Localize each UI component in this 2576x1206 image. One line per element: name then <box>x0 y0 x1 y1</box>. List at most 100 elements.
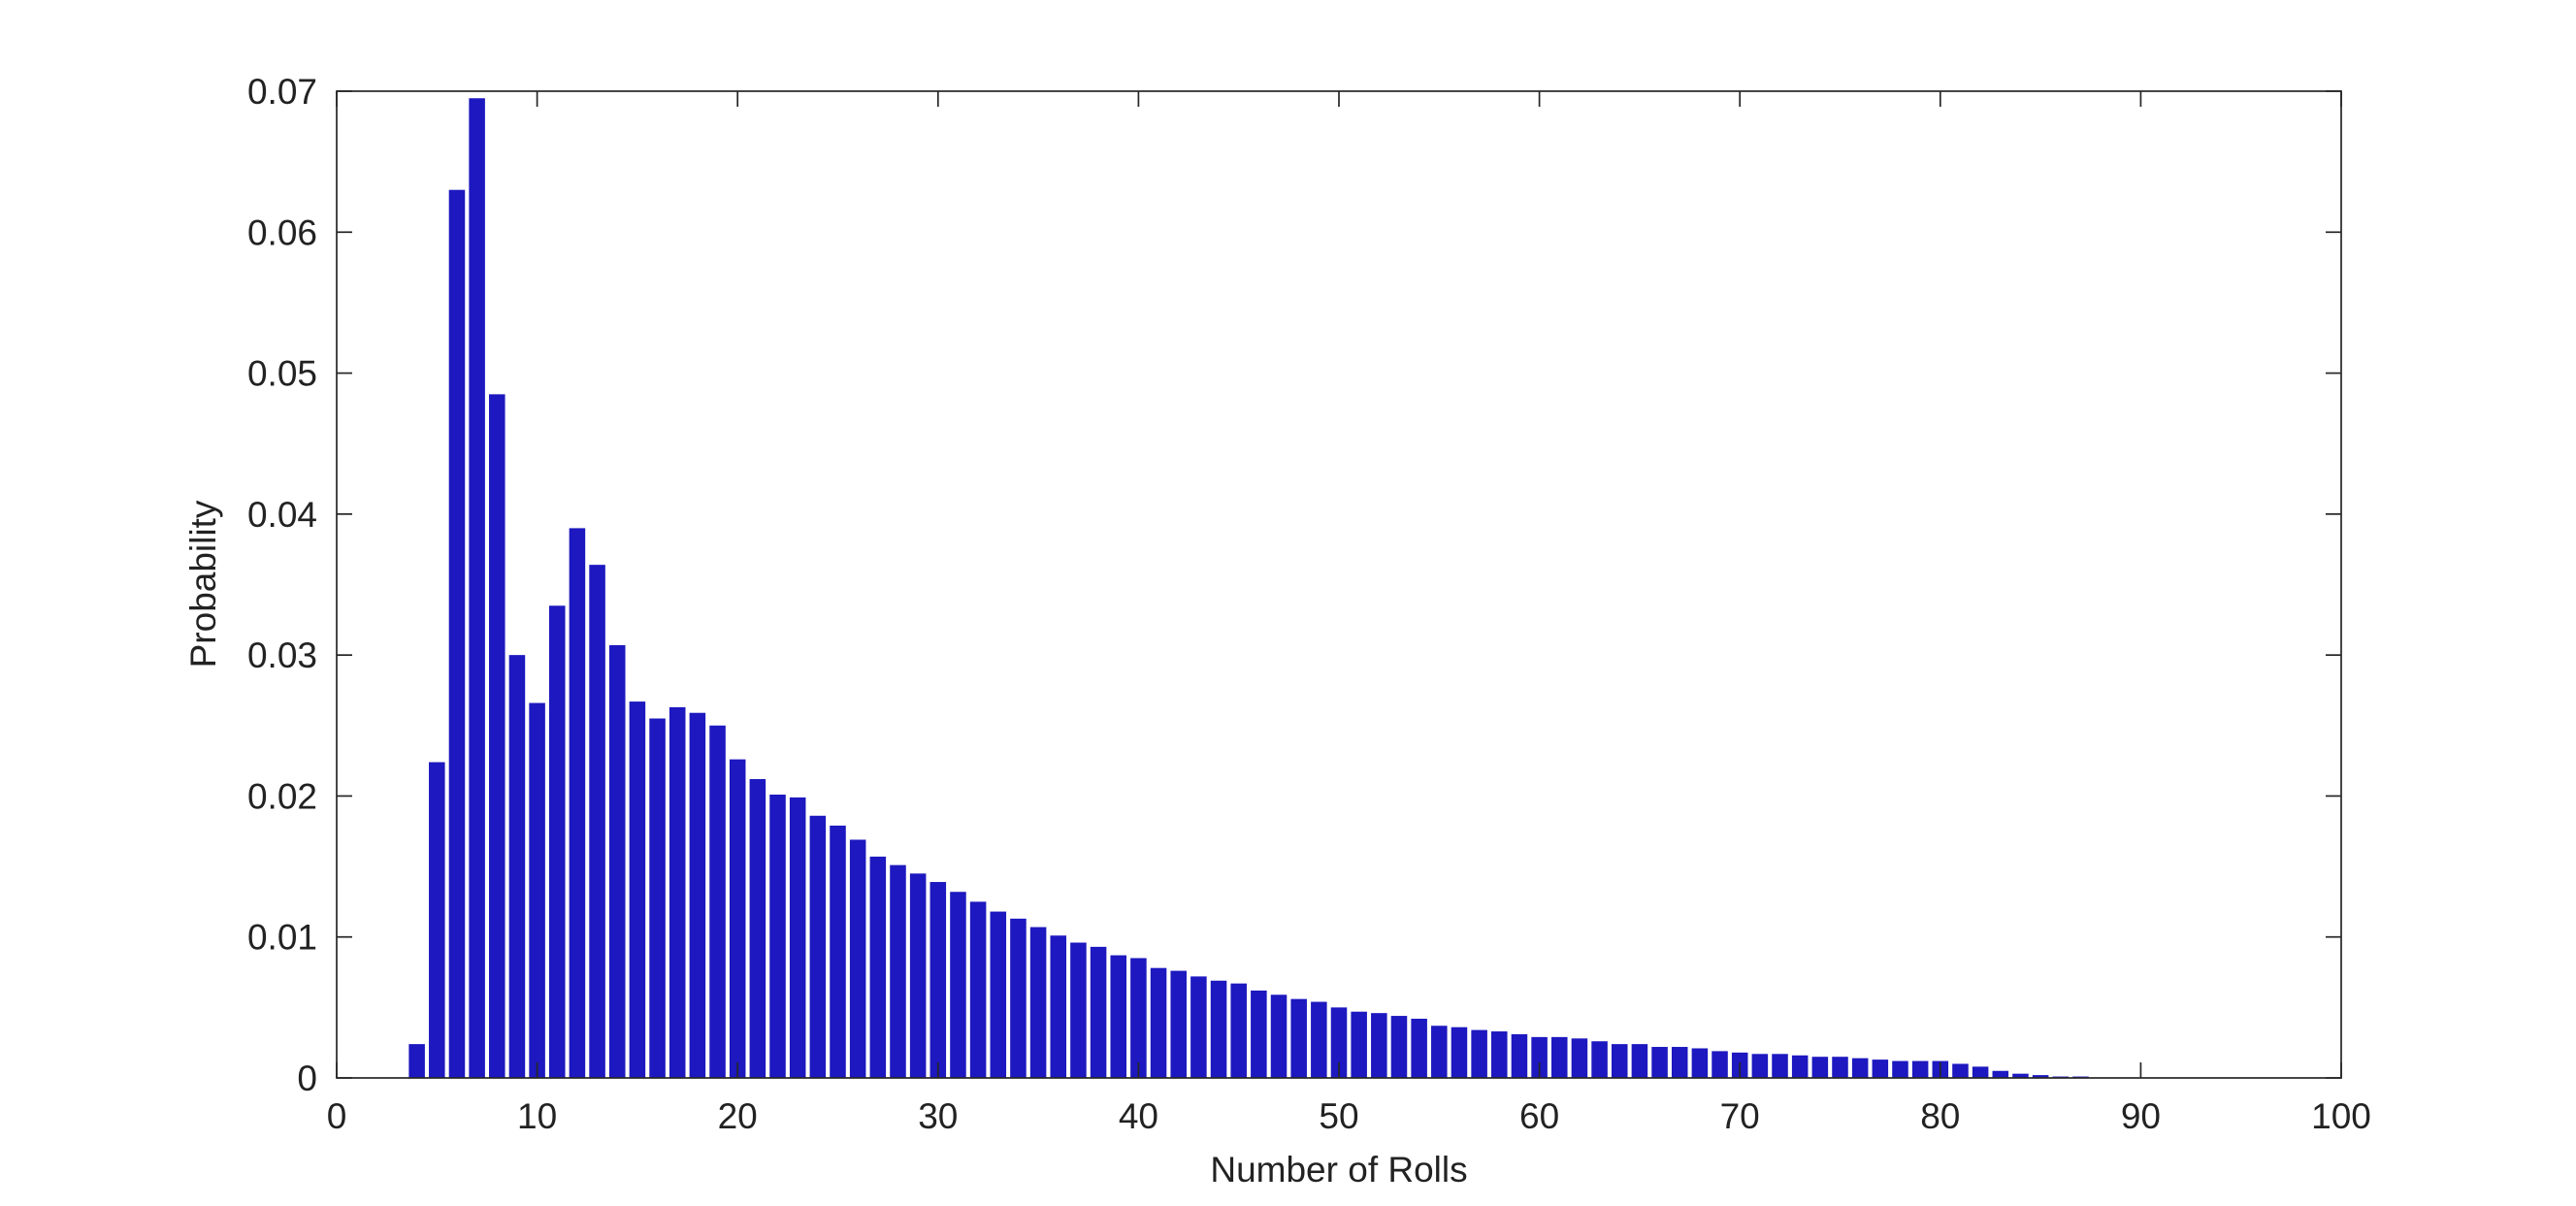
y-axis-label: Probability <box>183 500 223 668</box>
bar <box>849 839 866 1078</box>
bar <box>990 911 1007 1078</box>
bar <box>1451 1027 1468 1078</box>
bar <box>1531 1036 1548 1078</box>
bar <box>709 725 726 1078</box>
bar <box>529 702 545 1078</box>
bar <box>890 864 906 1078</box>
bar <box>1892 1060 1908 1078</box>
bar <box>1591 1041 1608 1078</box>
bar <box>1491 1031 1508 1078</box>
bar <box>1952 1063 1969 1078</box>
bar <box>2012 1073 2029 1078</box>
bar <box>1311 1001 1327 1078</box>
x-tick-label: 0 <box>327 1096 347 1136</box>
bar <box>429 762 445 1078</box>
bar <box>1411 1018 1427 1078</box>
bar <box>1811 1057 1829 1078</box>
bar <box>1190 976 1207 1078</box>
bar <box>589 565 605 1078</box>
bar <box>1029 927 1047 1078</box>
x-tick-label: 30 <box>918 1096 958 1136</box>
y-tick-label: 0.04 <box>247 495 317 535</box>
bar <box>1671 1047 1688 1078</box>
bar <box>1230 983 1247 1078</box>
bar <box>809 815 827 1078</box>
x-tick-label: 60 <box>1519 1096 1559 1136</box>
bar <box>608 644 626 1078</box>
bar <box>1050 935 1067 1078</box>
bar <box>649 718 666 1078</box>
bar <box>1631 1044 1648 1078</box>
bar <box>1571 1038 1588 1078</box>
bar <box>1270 994 1288 1078</box>
bar <box>1872 1059 1889 1078</box>
bar <box>1712 1051 1728 1078</box>
bar <box>1972 1066 1989 1078</box>
bar <box>1130 958 1147 1078</box>
bar <box>1772 1054 1788 1078</box>
bar <box>2032 1075 2049 1078</box>
bar <box>1791 1055 1809 1078</box>
x-tick-label: 70 <box>1720 1096 1760 1136</box>
bar <box>1431 1026 1448 1078</box>
x-tick-label: 90 <box>2121 1096 2161 1136</box>
bar <box>1150 967 1167 1078</box>
bar <box>749 778 766 1078</box>
bar <box>1550 1036 1568 1078</box>
bar <box>950 892 966 1078</box>
x-tick-label: 40 <box>1119 1096 1158 1136</box>
x-tick-label: 20 <box>718 1096 758 1136</box>
bar <box>689 712 706 1078</box>
bar <box>869 856 887 1078</box>
bar <box>548 605 566 1078</box>
bar <box>929 882 947 1078</box>
bar <box>629 701 646 1078</box>
bar <box>1070 942 1087 1078</box>
bar <box>1090 946 1107 1078</box>
bar <box>769 794 786 1078</box>
x-tick-label: 50 <box>1319 1096 1358 1136</box>
x-tick-label: 100 <box>2311 1096 2371 1136</box>
bar <box>969 901 987 1078</box>
bar <box>1290 998 1307 1078</box>
bar <box>1611 1044 1628 1078</box>
bar <box>789 797 806 1078</box>
y-tick-label: 0.03 <box>247 636 317 675</box>
bar <box>1751 1054 1769 1078</box>
y-tick-label: 0.05 <box>247 354 317 394</box>
bar <box>448 189 466 1078</box>
y-tick-label: 0.02 <box>247 776 317 816</box>
bar <box>569 528 586 1078</box>
bar <box>1170 970 1187 1078</box>
bar <box>1110 955 1127 1078</box>
x-tick-label: 80 <box>1920 1096 1960 1136</box>
bar <box>1330 1007 1348 1078</box>
bar <box>1010 918 1027 1078</box>
y-tick-label: 0.01 <box>247 918 317 958</box>
bar <box>489 394 505 1079</box>
bar <box>729 759 746 1078</box>
bar <box>668 706 686 1078</box>
bar <box>1651 1047 1668 1078</box>
bar <box>1471 1029 1487 1078</box>
y-tick-label: 0.07 <box>247 72 317 112</box>
bar <box>1691 1048 1709 1078</box>
bar <box>909 873 927 1078</box>
bar <box>1251 990 1267 1078</box>
bar <box>408 1044 425 1078</box>
bar <box>1210 980 1227 1078</box>
x-axis-label: Number of Rolls <box>1210 1150 1467 1190</box>
bar <box>830 825 846 1078</box>
bar <box>469 98 485 1078</box>
bar <box>1351 1011 1367 1078</box>
bar <box>1851 1058 1869 1078</box>
bar <box>1390 1016 1408 1078</box>
bar <box>1992 1070 2009 1078</box>
bar <box>508 655 526 1078</box>
bar <box>1832 1057 1848 1078</box>
bar <box>1511 1033 1528 1078</box>
y-tick-label: 0 <box>297 1059 317 1098</box>
bar <box>1371 1013 1387 1078</box>
y-tick-label: 0.06 <box>247 212 317 252</box>
